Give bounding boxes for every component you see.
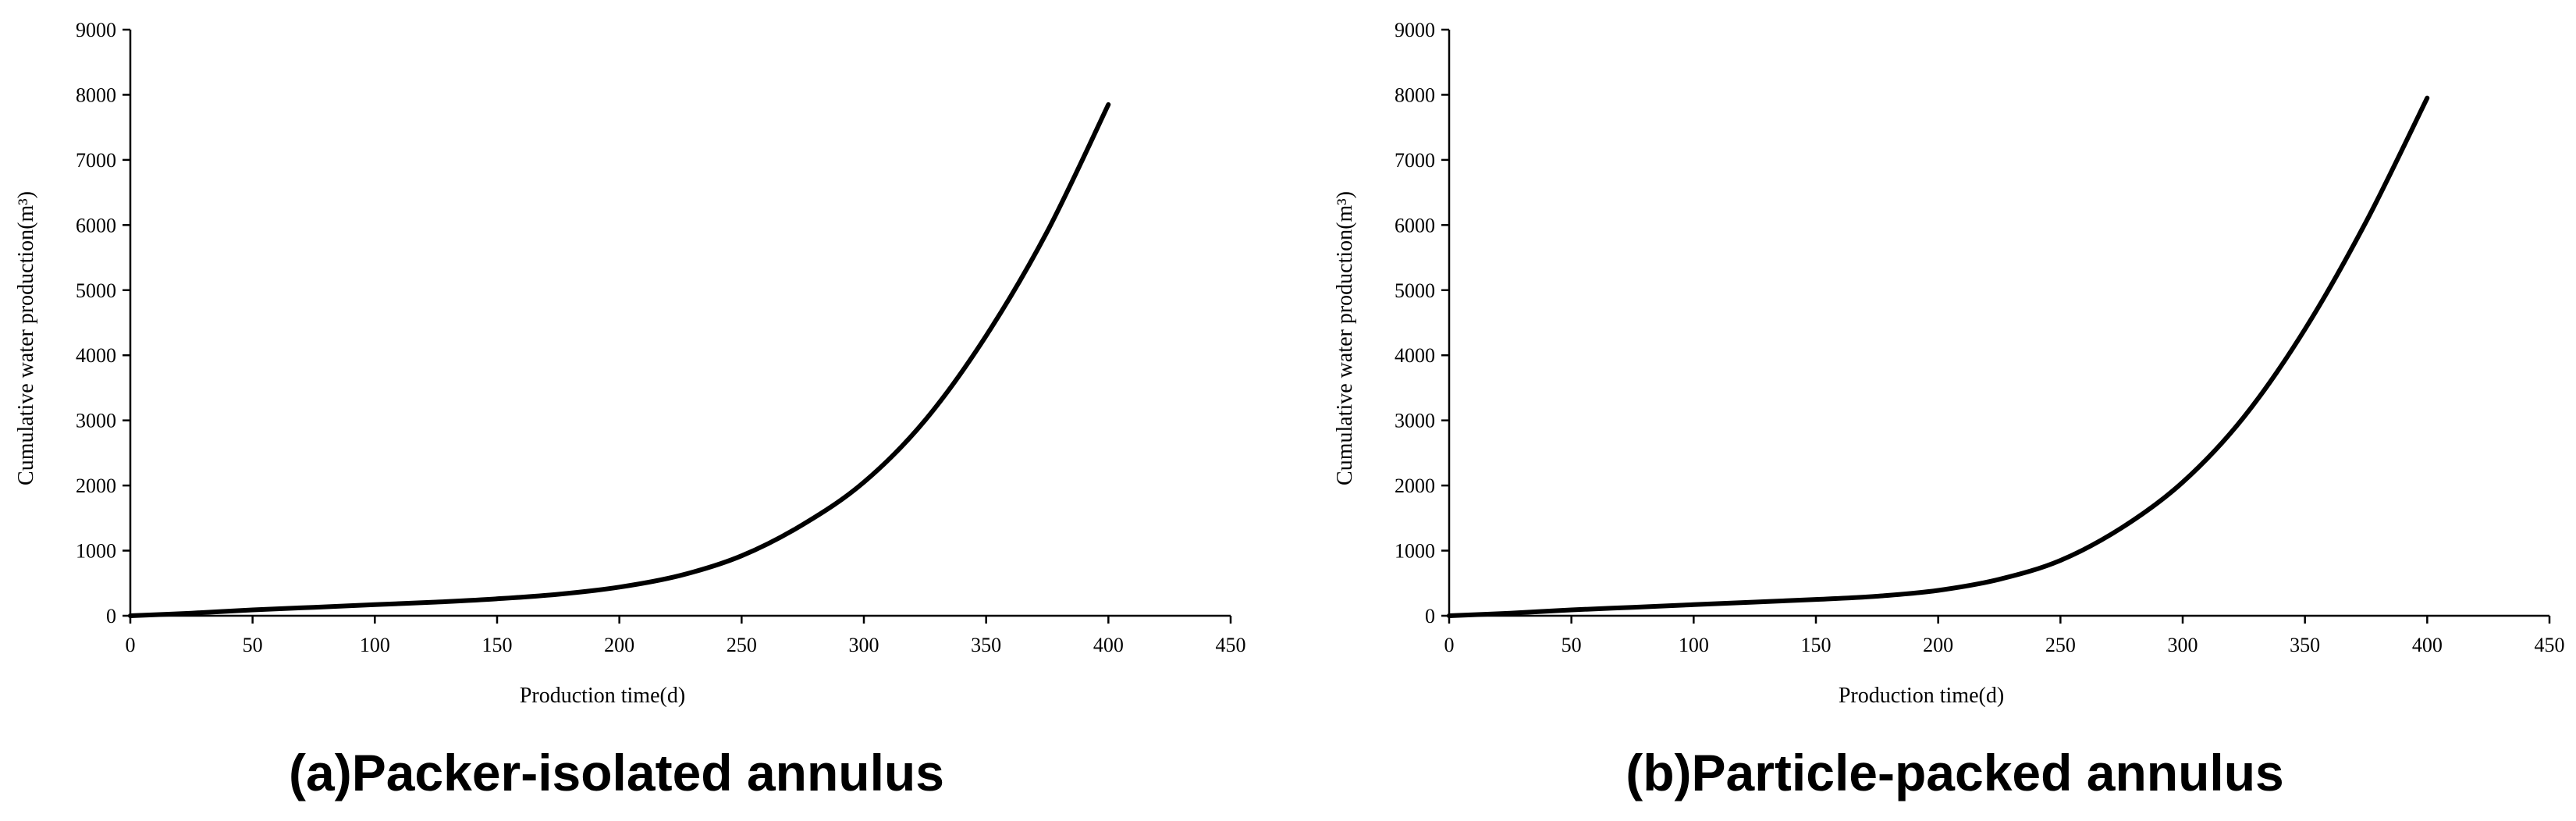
y-tick-label: 1000 [76, 540, 116, 563]
y-tick-label: 6000 [76, 214, 116, 236]
y-tick-label: 9000 [1395, 19, 1435, 41]
x-tick-label: 350 [971, 634, 1001, 656]
x-tick-label: 150 [1801, 634, 1832, 656]
chart-panel-a: 0 1000 2000 3000 4000 5000 6000 7000 8000 9000 0 50… [14, 19, 1246, 801]
chart-caption: (b)Particle-packed annulus [1626, 744, 2284, 801]
y-tick-label: 0 [106, 605, 116, 627]
y-axis-label: Cumulative water production(m³) [1333, 191, 1357, 485]
y-tick-label: 1000 [1395, 540, 1435, 563]
x-tick-label: 0 [126, 634, 136, 656]
y-tick-label: 3000 [76, 410, 116, 432]
x-tick-label: 350 [2290, 634, 2320, 656]
x-tick-label: 200 [1923, 634, 1953, 656]
x-tick-label: 200 [604, 634, 634, 656]
y-tick-label: 3000 [1395, 410, 1435, 432]
x-tick-label: 450 [2535, 634, 2565, 656]
x-tick-label: 300 [849, 634, 879, 656]
x-tick-label: 50 [1562, 634, 1582, 656]
x-axis-label: Production time(d) [1839, 684, 2004, 708]
x-tick-label: 100 [360, 634, 390, 656]
y-tick-label: 4000 [76, 344, 116, 367]
x-tick-label: 400 [2412, 634, 2443, 656]
x-tick-label: 100 [1679, 634, 1709, 656]
y-tick-label: 7000 [76, 149, 116, 172]
y-tick-label: 4000 [1395, 344, 1435, 367]
x-tick-label: 250 [2045, 634, 2076, 656]
x-axis-label: Production time(d) [520, 684, 685, 708]
x-tick-label: 400 [1093, 634, 1124, 656]
y-tick-label: 5000 [76, 279, 116, 302]
x-tick-label: 150 [482, 634, 513, 656]
chart-panel-b: 0 1000 2000 3000 4000 5000 6000 7000 8000 9000 0 50… [1333, 19, 2565, 801]
y-tick-label: 8000 [76, 84, 116, 106]
y-axis-label: Cumulative water production(m³) [14, 191, 38, 485]
y-tick-label: 8000 [1395, 84, 1435, 106]
y-tick-label: 7000 [1395, 149, 1435, 172]
x-tick-label: 250 [727, 634, 757, 656]
y-tick-label: 2000 [1395, 474, 1435, 497]
x-tick-label: 300 [2168, 634, 2198, 656]
y-tick-label: 0 [1425, 605, 1435, 627]
y-tick-label: 9000 [76, 19, 116, 41]
chart-caption: (a)Packer-isolated annulus [289, 744, 944, 801]
y-tick-label: 2000 [76, 474, 116, 497]
x-tick-label: 450 [1216, 634, 1246, 656]
series-line [128, 102, 1111, 618]
y-tick-label: 5000 [1395, 279, 1435, 302]
series-line [1447, 95, 2430, 618]
x-tick-label: 50 [243, 634, 263, 656]
y-tick-label: 6000 [1395, 214, 1435, 236]
x-tick-label: 0 [1444, 634, 1455, 656]
